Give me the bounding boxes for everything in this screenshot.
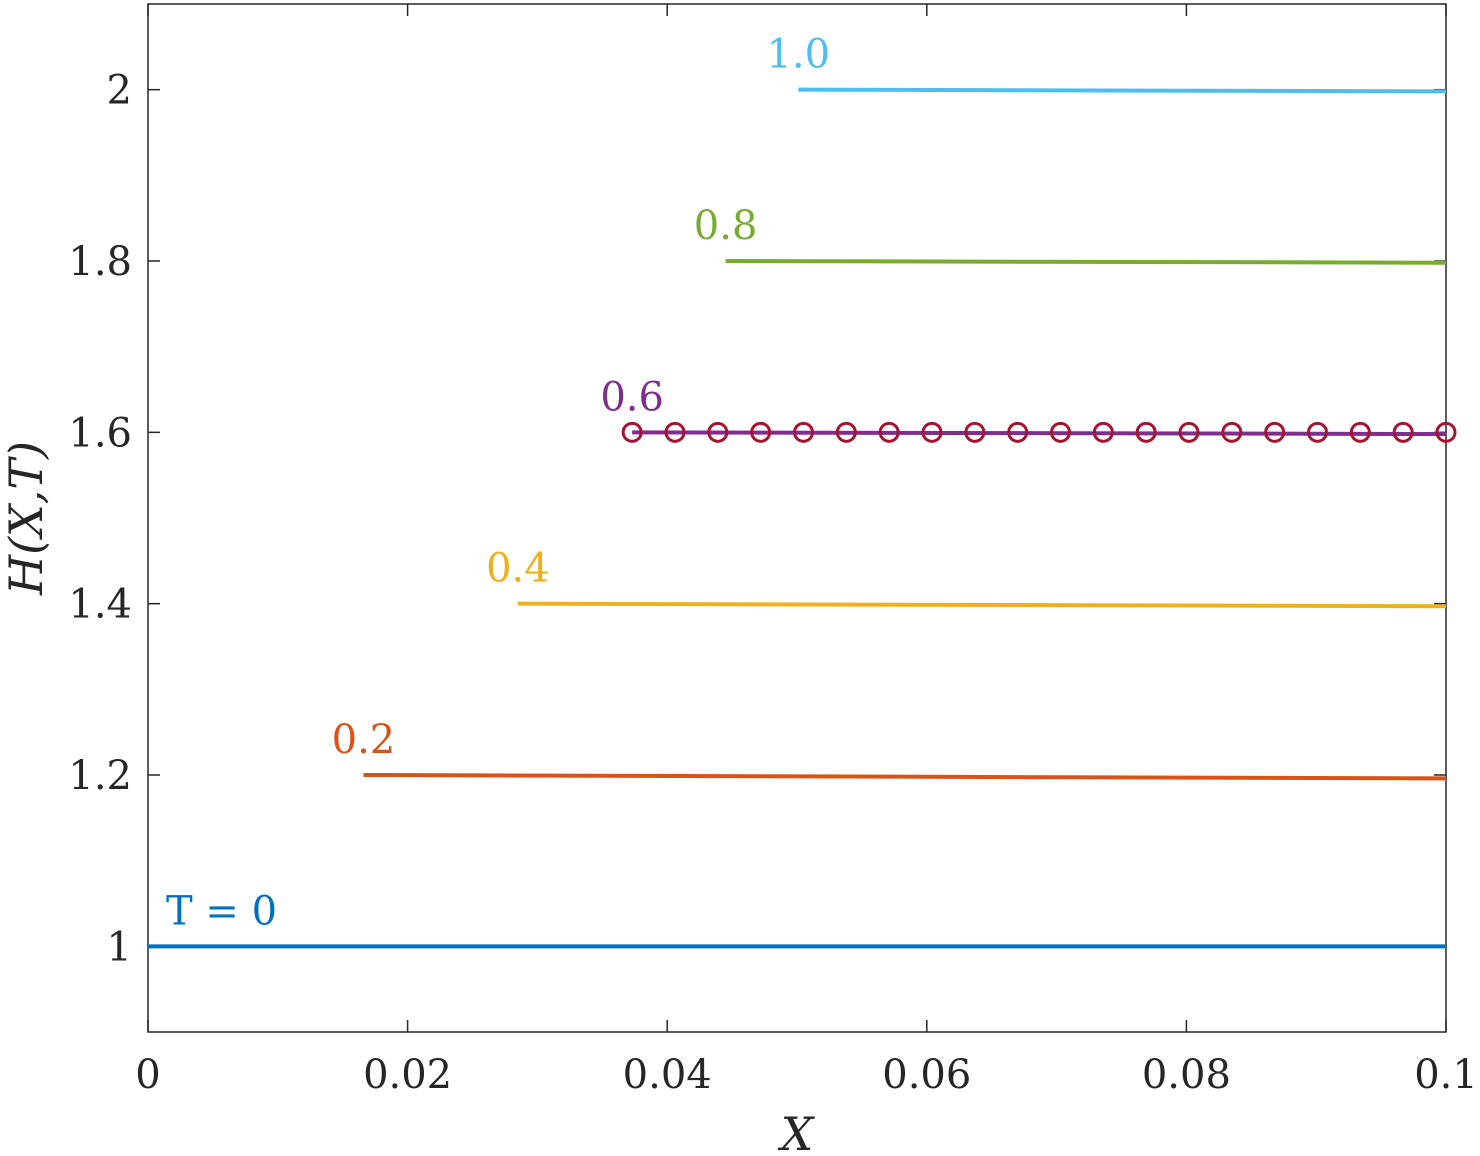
x-tick-label: 0.06 (882, 1052, 971, 1098)
x-tick-label: 0.08 (1142, 1052, 1231, 1098)
marker-point (664, 421, 686, 443)
x-axis-ticks: 0 0.02 0.04 0.06 0.08 0.1 (135, 4, 1478, 1098)
series-label: 0.6 (600, 374, 664, 420)
series-line (363, 773, 1447, 781)
x-tick-label: 0.1 (1414, 1052, 1478, 1098)
y-tick-label: 1.4 (68, 582, 132, 628)
y-tick-label: 1.2 (68, 753, 132, 799)
marker-point (878, 421, 900, 443)
y-tick-label: 1.8 (68, 239, 132, 285)
series-label: T = 0 (166, 888, 277, 934)
marker-point (1306, 421, 1328, 443)
y-tick-label: 2 (107, 68, 132, 114)
marker-point (835, 421, 857, 443)
series-lines (148, 87, 1447, 949)
y-axis-label: H(X,T) (0, 441, 53, 596)
marker-point (1264, 421, 1286, 443)
x-tick-label: 0 (135, 1052, 160, 1098)
series-line (517, 601, 1447, 609)
y-tick-label: 1 (107, 924, 132, 970)
x-tick-label: 0.02 (363, 1052, 452, 1098)
marker-point (1435, 421, 1457, 443)
series-label: 0.8 (694, 203, 758, 249)
x-tick-label: 0.04 (623, 1052, 712, 1098)
x-axis-label: X (778, 1107, 816, 1156)
marker-point (792, 421, 814, 443)
marker-point (1007, 421, 1029, 443)
series-labels: T = 0 0.2 0.4 0.6 0.8 1.0 (166, 32, 830, 935)
marker-point (621, 421, 643, 443)
series-line (632, 430, 1447, 437)
marker-point (1178, 421, 1200, 443)
series-line (725, 259, 1447, 265)
series-line (798, 87, 1447, 94)
marker-point (707, 421, 729, 443)
y-tick-label: 1.6 (68, 410, 132, 456)
marker-point (1092, 421, 1114, 443)
marker-point (1049, 421, 1071, 443)
plot-area (147, 3, 1447, 1033)
series-label: 0.2 (332, 717, 396, 763)
marker-point (1135, 421, 1157, 443)
marker-point (1221, 421, 1243, 443)
marker-point (750, 421, 772, 443)
marker-point (1392, 421, 1414, 443)
marker-point (964, 421, 986, 443)
series-label: 1.0 (766, 32, 830, 78)
marker-point (921, 421, 943, 443)
y-axis-ticks: 1 1.2 1.4 1.6 1.8 2 (68, 68, 1446, 970)
series-markers (621, 421, 1457, 443)
marker-point (1349, 421, 1371, 443)
series-label: 0.4 (486, 546, 550, 592)
